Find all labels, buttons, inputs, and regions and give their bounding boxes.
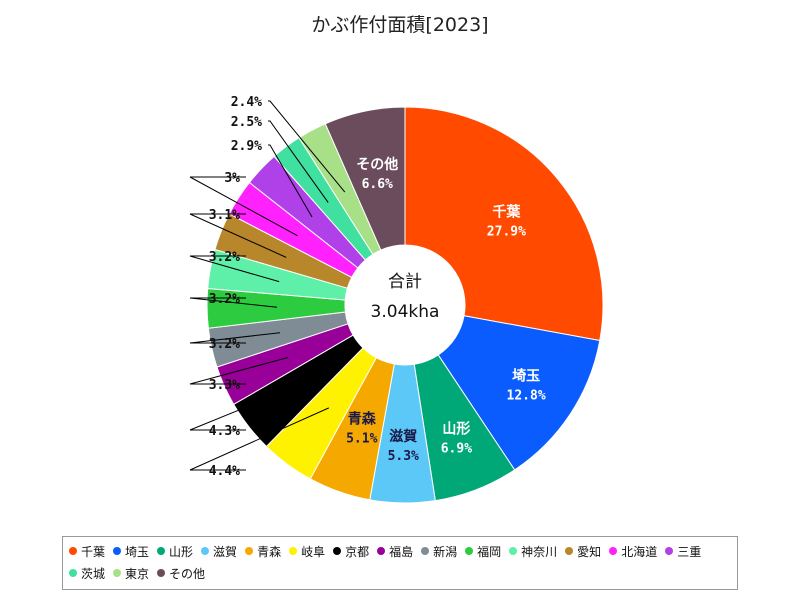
legend-label: 新潟 — [433, 544, 458, 559]
slice-value-10: 3.2% — [209, 292, 240, 307]
slice-value-5: 5.1% — [346, 432, 377, 447]
legend-marker-icon — [245, 547, 254, 555]
leader-line-9 — [189, 332, 281, 344]
legend-label: 神奈川 — [521, 544, 558, 559]
slice-value-13: 3% — [224, 171, 240, 186]
slice-label-3: 山形 — [442, 420, 470, 437]
legend-label: 東京 — [125, 566, 150, 581]
legend-item-8: 福島 — [377, 542, 413, 560]
legend-marker-icon — [69, 569, 77, 577]
leader-line-16 — [268, 100, 346, 193]
legend-label: 埼玉 — [125, 544, 150, 559]
slice-label-1: 千葉 — [492, 203, 521, 220]
legend-item-11: 神奈川 — [509, 542, 557, 560]
pie-slice-2 — [437, 315, 601, 471]
legend-label: 三重 — [677, 544, 702, 559]
legend-item-7: 京都 — [333, 542, 369, 560]
slice-value-6: 4.4% — [209, 464, 240, 479]
legend-marker-icon — [565, 547, 574, 555]
legend-item-1: 千葉 — [69, 542, 105, 560]
legend-item-17: その他 — [157, 564, 205, 582]
slice-value-9: 3.2% — [209, 337, 240, 352]
legend-item-10: 福岡 — [465, 542, 501, 560]
leader-line-14 — [268, 144, 313, 218]
legend-label: 福岡 — [477, 544, 502, 559]
legend-marker-icon — [201, 547, 210, 555]
slice-value-2: 12.8% — [507, 389, 546, 404]
slice-value-17: 6.6% — [362, 177, 393, 192]
legend-item-13: 北海道 — [609, 542, 657, 560]
legend-marker-icon — [289, 547, 298, 555]
legend-marker-icon — [69, 547, 77, 555]
legend-label: 福島 — [389, 544, 414, 559]
slice-value-15: 2.5% — [231, 115, 262, 130]
legend: 千葉 埼玉 山形 滋賀 青森 岐阜 京都 福島 新潟 福岡 神奈川 愛知 北海道 三重茨城 東京 その他 — [62, 536, 738, 590]
center-label-total: 3.04kha — [371, 302, 440, 322]
slice-value-4: 5.3% — [388, 449, 419, 464]
legend-label: 千葉 — [81, 544, 106, 559]
slice-value-7: 4.3% — [209, 424, 240, 439]
legend-item-9: 新潟 — [421, 542, 457, 560]
legend-label: 青森 — [257, 544, 282, 559]
legend-label: 北海道 — [621, 544, 658, 559]
leader-line-10 — [189, 297, 278, 308]
center-label-title: 合計 — [388, 272, 422, 292]
leader-line-8 — [189, 356, 289, 385]
slice-value-8: 3.3% — [209, 378, 240, 393]
slice-value-11: 3.2% — [209, 250, 240, 265]
slice-label-17: その他 — [356, 156, 398, 173]
legend-marker-icon — [509, 547, 518, 555]
slice-value-3: 6.9% — [441, 441, 472, 456]
leader-line-7 — [189, 383, 305, 431]
legend-item-5: 青森 — [245, 542, 281, 560]
leader-line-11 — [189, 255, 280, 283]
legend-item-14: 三重 — [665, 542, 701, 560]
pie-slice-1 — [404, 106, 604, 342]
legend-label: 茨城 — [81, 566, 106, 581]
slice-value-1: 27.9% — [487, 224, 526, 239]
legend-marker-icon — [609, 547, 618, 555]
legend-marker-icon — [465, 547, 474, 555]
legend-marker-icon — [333, 547, 342, 555]
legend-marker-icon — [421, 547, 430, 555]
slice-value-12: 3.1% — [209, 208, 240, 223]
legend-marker-icon — [665, 547, 674, 555]
pie-slice-17 — [324, 106, 406, 251]
pie-chart: 千葉 27.9% 埼玉 12.8% 山形 6.9% 滋賀 5.3% 青森 5.1% その他 6.6% 4… — [189, 95, 604, 504]
legend-marker-icon — [113, 569, 122, 577]
leader-line-13 — [189, 176, 298, 237]
slice-label-4: 滋賀 — [389, 428, 417, 445]
legend-item-3: 山形 — [157, 542, 193, 560]
legend-label: 滋賀 — [213, 544, 238, 559]
legend-marker-icon — [377, 547, 386, 555]
slice-value-14: 2.9% — [231, 139, 262, 154]
leader-line-6 — [189, 407, 330, 471]
legend-item-16: 東京 — [113, 564, 149, 582]
legend-label: 岐阜 — [301, 544, 326, 559]
legend-marker-icon — [113, 547, 122, 555]
legend-label: その他 — [169, 566, 206, 581]
leader-line-12 — [189, 213, 287, 258]
legend-item-4: 滋賀 — [201, 542, 237, 560]
slice-label-2: 埼玉 — [512, 368, 540, 385]
legend-label: 山形 — [169, 544, 194, 559]
legend-item-12: 愛知 — [565, 542, 601, 560]
legend-item-6: 岐阜 — [289, 542, 325, 560]
legend-label: 京都 — [345, 544, 370, 559]
legend-label: 愛知 — [577, 544, 602, 559]
legend-item-15: 茨城 — [69, 564, 105, 582]
chart-title: かぶ作付面積[2023] — [311, 14, 489, 36]
legend-marker-icon — [157, 569, 166, 577]
legend-marker-icon — [157, 547, 166, 555]
slice-value-16: 2.4% — [231, 95, 262, 110]
slice-label-5: 青森 — [348, 411, 377, 428]
legend-item-2: 埼玉 — [113, 542, 149, 560]
leader-line-15 — [268, 120, 329, 203]
